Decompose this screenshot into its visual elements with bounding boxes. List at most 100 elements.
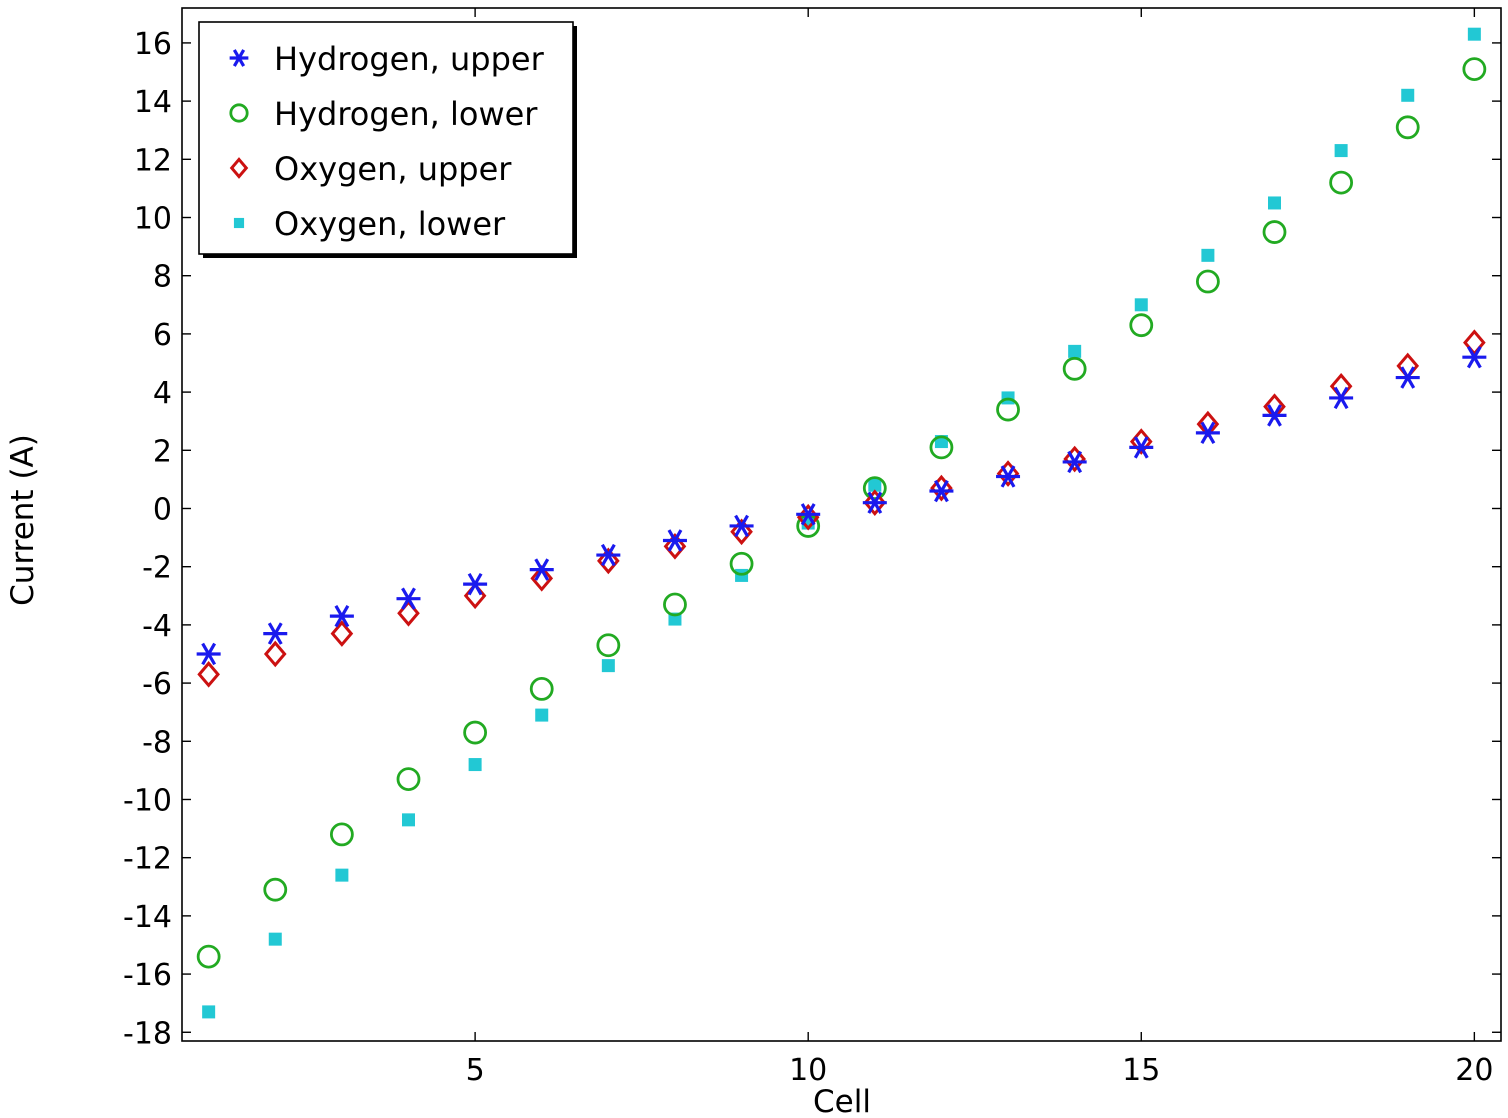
data-point-square [1201, 248, 1215, 262]
data-point-diamond [663, 533, 687, 560]
legend-entry-label: Oxygen, upper [274, 150, 512, 188]
data-point-asterisk [463, 572, 488, 596]
data-point-circle [263, 877, 288, 902]
y-tick-label: 16 [134, 27, 172, 62]
y-tick-label: -4 [142, 609, 172, 644]
data-point-diamond [197, 661, 220, 688]
legend: Hydrogen, upper Hydrogen, lower Oxygen, up… [198, 21, 577, 258]
data-point-asterisk [196, 642, 221, 666]
data-point-circle [862, 476, 887, 501]
data-point-diamond [597, 547, 620, 575]
data-point-diamond [1463, 329, 1486, 356]
legend-marker-square [233, 217, 245, 229]
series-diamond [197, 329, 1486, 688]
y-tick-label: -18 [123, 1016, 172, 1051]
data-point-asterisk [396, 587, 421, 610]
x-tick-label: 5 [466, 1053, 485, 1088]
data-point-square [1268, 196, 1282, 210]
data-point-square [1068, 344, 1082, 358]
y-tick-label: -16 [123, 958, 172, 993]
data-point-asterisk [996, 465, 1021, 488]
data-point-diamond [1329, 372, 1353, 400]
y-tick-label: -12 [123, 842, 172, 877]
data-point-diamond [930, 474, 953, 502]
data-point-asterisk [1462, 345, 1487, 369]
data-point-square [335, 868, 349, 882]
data-point-square [1401, 88, 1415, 102]
data-point-circle [529, 677, 554, 701]
legend-marker-diamond [229, 157, 249, 179]
data-point-circle [1129, 313, 1154, 338]
y-tick-label: 0 [153, 492, 172, 527]
y-tick-label: 4 [153, 376, 172, 411]
data-point-circle [596, 633, 621, 658]
data-point-square [468, 758, 482, 772]
data-point-asterisk [929, 479, 954, 503]
data-point-asterisk [1262, 404, 1287, 427]
y-tick-label: -8 [142, 725, 172, 760]
data-point-asterisk [596, 543, 621, 567]
data-point-asterisk [729, 514, 754, 538]
data-point-circle [196, 944, 221, 969]
data-point-square [268, 932, 282, 946]
y-tick-label: -10 [123, 783, 172, 818]
y-tick-label: 10 [134, 202, 172, 237]
legend-entry-label: Hydrogen, lower [274, 95, 538, 133]
data-point-square [202, 1005, 216, 1019]
data-point-asterisk [1195, 421, 1220, 445]
y-tick-label: 6 [153, 318, 172, 353]
data-point-square [1334, 144, 1348, 158]
data-point-circle [1262, 220, 1287, 244]
data-point-circle [729, 551, 754, 576]
legend-entry-label: Oxygen, lower [274, 205, 506, 243]
data-point-circle [1395, 115, 1420, 140]
data-point-diamond [996, 460, 1020, 487]
data-point-square [601, 659, 615, 673]
data-point-square [868, 478, 882, 492]
data-point-diamond [397, 599, 420, 627]
x-axis-label: Cell [813, 1084, 871, 1118]
data-point-circle [996, 397, 1020, 422]
data-point-circle [329, 822, 354, 847]
data-point-diamond [330, 620, 354, 647]
data-point-square [1467, 27, 1481, 41]
y-tick-label: 12 [134, 143, 172, 178]
data-point-diamond [863, 489, 887, 516]
y-tick-label: 14 [134, 85, 172, 120]
data-point-asterisk [796, 503, 821, 526]
y-tick-label: 2 [153, 434, 172, 469]
legend-marker-asterisk [229, 49, 249, 67]
y-tick-label: -2 [142, 551, 172, 586]
data-point-circle [1062, 356, 1087, 381]
data-point-circle [929, 435, 954, 460]
data-marks [196, 27, 1487, 1019]
y-tick-label: -14 [123, 900, 172, 935]
legend-entry-label: Hydrogen, upper [274, 40, 545, 78]
data-point-square [1134, 298, 1148, 312]
x-tick-label: 20 [1455, 1053, 1493, 1088]
plot-frame [181, 7, 1502, 1042]
data-point-circle [663, 592, 687, 617]
data-point-diamond [1063, 445, 1086, 473]
series-circle [196, 57, 1487, 969]
x-tick-label: 10 [789, 1053, 827, 1088]
data-point-circle [1195, 269, 1220, 294]
data-point-asterisk [263, 622, 288, 645]
axis-ticks: 5 10 15 201614121086420-2-4-6-8-10-12-14-16… [123, 8, 1501, 1088]
data-point-asterisk [529, 558, 554, 581]
data-point-asterisk [1329, 386, 1354, 410]
data-point-square [535, 708, 549, 722]
y-tick-label: 8 [153, 260, 172, 295]
data-point-circle [1329, 170, 1354, 195]
data-point-diamond [1396, 352, 1420, 380]
data-point-diamond [263, 640, 287, 668]
data-point-circle [396, 767, 421, 792]
y-tick-label: -6 [142, 667, 172, 702]
data-point-circle [463, 720, 488, 745]
data-point-square [401, 813, 415, 827]
data-point-asterisk [329, 604, 354, 628]
data-point-diamond [530, 565, 554, 592]
data-point-circle [1462, 57, 1487, 82]
y-axis-label: Current (A) [5, 434, 41, 606]
